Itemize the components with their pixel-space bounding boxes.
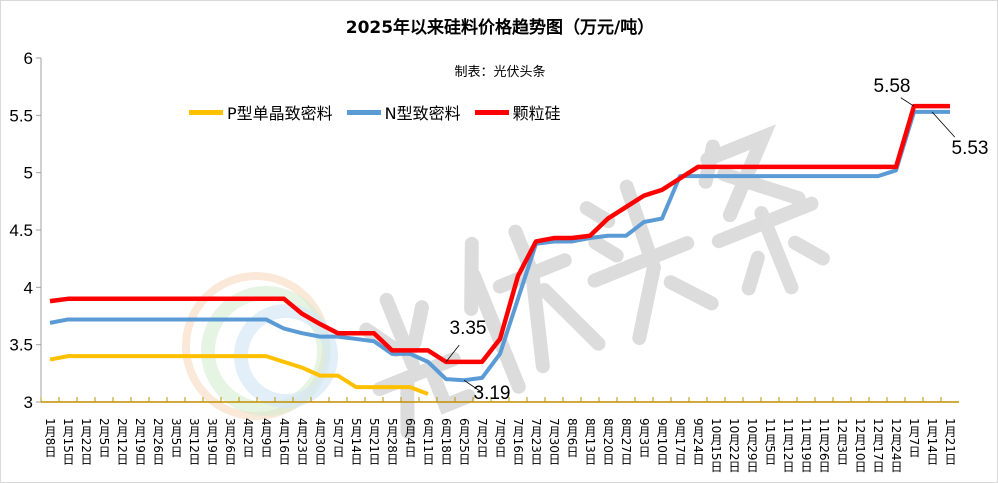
legend-swatch	[346, 109, 381, 115]
legend-label: 颗粒硅	[512, 104, 561, 123]
x-tick-label: 11月12日	[781, 418, 795, 473]
series-line-0	[49, 354, 429, 396]
x-tick-label: 8月13日	[583, 418, 597, 465]
x-tick-label: 5月21日	[367, 418, 381, 465]
legend-swatch	[189, 109, 223, 115]
x-tick-label: 11月19日	[799, 418, 813, 473]
x-tick-label: 4月2日	[241, 418, 255, 458]
legend-item-granular: 颗粒硅	[474, 100, 561, 124]
x-tick-label: 9月3日	[637, 418, 651, 458]
y-tick-label: 4.5	[9, 221, 33, 240]
x-tick-label: 2月12日	[115, 418, 129, 465]
x-tick-label: 7月23日	[529, 418, 543, 465]
legend-label: P型单晶致密料	[227, 104, 333, 123]
x-tick-label: 2月26日	[151, 418, 165, 465]
y-tick-label: 3.5	[9, 336, 33, 355]
x-tick-label: 1月21日	[943, 418, 957, 465]
x-tick-label: 8月6日	[565, 418, 579, 458]
x-tick-label: 9月10日	[655, 418, 669, 465]
x-tick-label: 6月25日	[457, 418, 471, 465]
watermark-stroke	[698, 124, 830, 296]
x-tick-label: 3月26日	[223, 418, 237, 465]
watermark-graphic	[359, 124, 830, 439]
legend-item-p: P型单晶致密料	[189, 100, 333, 124]
x-tick-label: 4月23日	[295, 418, 309, 465]
y-tick-label: 3	[24, 393, 33, 412]
x-tick-label: 7月2日	[475, 418, 489, 458]
data-label: 5.58	[874, 76, 911, 97]
annotation-leader	[900, 97, 915, 107]
y-tick-label: 5	[24, 164, 33, 183]
legend-item-n: N型致密料	[346, 100, 461, 124]
x-tick-label: 4月16日	[277, 418, 291, 465]
x-tick-label: 1月15日	[61, 418, 75, 465]
x-tick-label: 1月14日	[925, 418, 939, 465]
x-tick-label: 3月19日	[205, 418, 219, 465]
legend-swatch	[474, 109, 509, 115]
annotation-leader	[445, 344, 460, 363]
legend-label: N型致密料	[384, 104, 461, 123]
x-tick-label: 11月5日	[763, 418, 777, 465]
x-tick-label: 9月17日	[673, 418, 687, 465]
x-tick-label: 12月24日	[889, 418, 903, 473]
x-tick-label: 3月5日	[169, 418, 183, 458]
x-tick-label: 1月8日	[43, 418, 57, 458]
x-tick-label: 5月7日	[331, 418, 345, 458]
data-label: 3.19	[474, 383, 511, 404]
x-tick-label: 3月12日	[187, 418, 201, 465]
x-tick-label: 2月5日	[97, 418, 111, 458]
x-tick-label: 6月18日	[439, 418, 453, 465]
x-tick-label: 4月30日	[313, 418, 327, 465]
x-tick-label: 5月14日	[349, 418, 363, 465]
x-tick-label: 1月22日	[79, 418, 93, 465]
y-tick-label: 4	[24, 278, 33, 297]
x-tick-label: 10月29日	[745, 418, 759, 473]
x-tick-label: 7月9日	[493, 418, 507, 458]
x-tick-label: 8月27日	[619, 418, 633, 465]
chart-subtitle: 制表：光伏头条	[454, 65, 546, 80]
watermark-stroke	[464, 224, 606, 394]
x-tick-label: 7月16日	[511, 418, 525, 465]
x-tick-label: 10月22日	[727, 418, 741, 473]
data-label: 5.53	[952, 138, 989, 159]
x-tick-label: 8月20日	[601, 418, 615, 465]
annotation-leader	[931, 111, 956, 138]
legend: P型单晶致密料 N型致密料 颗粒硅	[189, 100, 561, 124]
chart-title: 2025年以来硅料价格趋势图（万元/吨）	[345, 18, 655, 38]
x-tick-label: 9月24日	[691, 418, 705, 465]
x-tick-label: 12月17日	[871, 418, 885, 473]
x-tick-label: 12月10日	[853, 418, 867, 473]
x-tick-label: 6月4日	[403, 418, 417, 458]
x-tick-label: 12月3日	[835, 418, 849, 465]
watermark-stroke	[579, 179, 719, 346]
x-tick-label: 5月28日	[385, 418, 399, 465]
y-tick-label: 5.5	[9, 106, 33, 125]
x-tick-label: 4月9日	[259, 418, 273, 458]
x-tick-label: 2月19日	[133, 418, 147, 465]
x-tick-label: 11月26日	[817, 418, 831, 473]
data-label: 3.35	[450, 318, 487, 339]
x-tick-label: 10月15日	[709, 418, 723, 473]
annotation-leader	[463, 379, 482, 392]
y-tick-label: 6	[24, 49, 33, 68]
x-tick-label: 6月11日	[421, 418, 435, 465]
x-tick-label: 1月7日	[907, 418, 921, 458]
x-tick-label: 7月30日	[547, 418, 561, 465]
